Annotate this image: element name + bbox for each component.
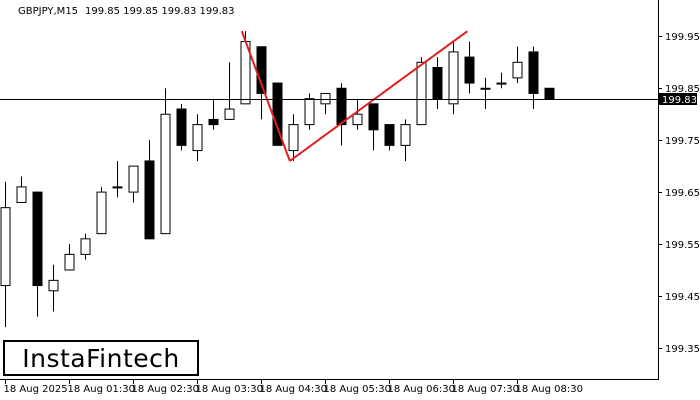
candle-0	[0, 181, 11, 328]
candle-body-bull	[48, 279, 59, 292]
candle-body-bull	[80, 238, 91, 255]
logo-text: InstaFintech	[22, 343, 180, 373]
candle-body-bear	[384, 124, 395, 146]
candle-body-bull	[160, 113, 171, 235]
current-price-tag: 199.83	[659, 93, 697, 106]
y-tick-label: 199.55	[665, 240, 700, 251]
x-tick-label: 18 Aug 08:30	[516, 384, 583, 395]
candle-7	[112, 160, 123, 198]
pattern-line-0	[240, 30, 291, 162]
candle-body-bull	[448, 51, 459, 105]
candle-14	[224, 62, 235, 120]
candle-18	[288, 114, 299, 161]
candle-body-bull	[400, 124, 411, 146]
x-tick-label: 18 Aug 01:30	[68, 384, 135, 395]
candle-body-bull	[320, 92, 331, 105]
candle-body-bull	[352, 113, 363, 126]
y-tick-label: 199.95	[665, 32, 700, 43]
candle-12	[192, 114, 203, 161]
candle-body-bear	[176, 108, 187, 146]
x-tick-label: 18 Aug 03:30	[196, 384, 263, 395]
candle-body-bull	[224, 108, 235, 120]
candle-body-bull	[0, 207, 11, 287]
y-tick-label: 199.35	[665, 344, 700, 355]
x-tick-label: 18 Aug 05:30	[324, 384, 391, 395]
candle-2	[32, 191, 43, 317]
candle-body-bull	[304, 98, 315, 126]
candle-body-bull	[480, 87, 491, 90]
candle-20	[320, 92, 331, 115]
candle-body-bear	[528, 51, 539, 94]
candle-body-bear	[336, 87, 347, 126]
candle-32	[512, 46, 523, 84]
candle-11	[176, 103, 187, 151]
candles-group	[0, 31, 555, 328]
candle-19	[304, 93, 315, 130]
x-tick-label: 18 Aug 2025	[4, 384, 68, 395]
current-price-tag-background	[659, 93, 697, 105]
candle-4	[64, 244, 75, 271]
pattern-line-1	[289, 30, 468, 162]
candle-25	[400, 119, 411, 161]
x-tick-label: 18 Aug 07:30	[452, 384, 519, 395]
y-tick-label: 199.85	[665, 84, 700, 95]
candle-body-bull	[496, 82, 507, 85]
y-axis: 199.95 199.85 199.75 199.65 199.55 199.45 199.…	[658, 32, 700, 355]
candle-body-bear	[208, 118, 219, 126]
current-price-label: 199.83	[662, 95, 697, 106]
candle-body-bear	[32, 191, 43, 287]
candle-34	[544, 87, 555, 100]
candle-8	[128, 165, 139, 203]
pattern-lines-group	[240, 30, 468, 162]
candle-body-bull	[64, 253, 75, 271]
candle-body-bull	[192, 124, 203, 152]
candle-21	[336, 83, 347, 146]
candle-13	[208, 98, 219, 130]
candle-29	[464, 41, 475, 94]
chart-symbol-header: GBPJPY,M15	[18, 6, 78, 17]
candle-body-bear	[464, 56, 475, 84]
candle-33	[528, 46, 539, 110]
chart-ohlc-header: 199.85 199.85 199.83 199.83	[85, 6, 235, 17]
candle-body-bear	[368, 103, 379, 131]
candle-body-bear	[544, 87, 555, 100]
candle-9	[144, 140, 155, 240]
candle-body-bull	[96, 191, 107, 235]
candle-28	[448, 41, 459, 115]
candle-27	[432, 57, 443, 110]
y-tick-label: 199.75	[665, 136, 700, 147]
instafintech-logo: InstaFintech	[3, 340, 199, 376]
candle-31	[496, 72, 507, 89]
candle-24	[384, 124, 395, 151]
candle-body-bull	[288, 124, 299, 152]
candle-1	[16, 176, 27, 203]
candle-body-bull	[416, 61, 427, 126]
candle-22	[352, 98, 363, 130]
candle-30	[480, 77, 491, 110]
candle-body-bear	[144, 160, 155, 240]
candle-body-bull	[512, 61, 523, 79]
x-tick-label: 18 Aug 02:30	[132, 384, 199, 395]
candle-6	[96, 186, 107, 235]
candle-body-bull	[128, 165, 139, 193]
y-tick-label: 199.45	[665, 292, 700, 303]
candle-10	[160, 88, 171, 235]
candle-body-bear	[432, 66, 443, 100]
candle-3	[48, 264, 59, 312]
candle-23	[368, 103, 379, 151]
candle-body-bull	[16, 186, 27, 203]
candle-5	[80, 233, 91, 260]
x-tick-label: 18 Aug 04:30	[260, 384, 327, 395]
candle-body-bull	[112, 186, 123, 189]
y-tick-label: 199.65	[665, 188, 700, 199]
x-tick-label: 18 Aug 06:30	[388, 384, 455, 395]
candle-26	[416, 57, 427, 126]
